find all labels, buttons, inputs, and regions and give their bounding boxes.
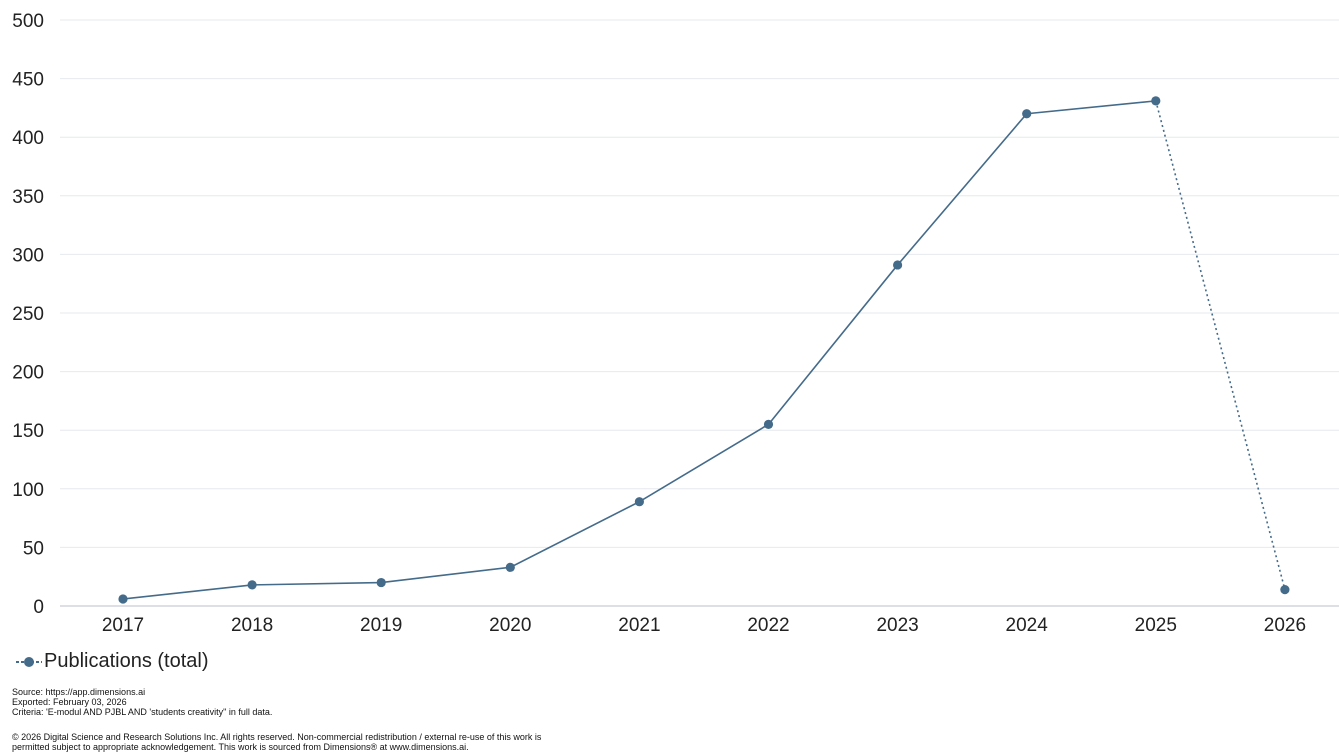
y-tick-label: 300: [12, 245, 44, 266]
x-tick-label: 2024: [1006, 615, 1049, 636]
data-point[interactable]: [1280, 584, 1290, 595]
y-tick-label: 50: [23, 538, 44, 559]
series-line-partial-year: [1155, 100, 1286, 590]
data-point[interactable]: [376, 577, 386, 588]
footer-copyright: © 2026 Digital Science and Research Solu…: [12, 732, 541, 752]
x-tick-label: 2023: [876, 615, 918, 636]
y-tick-label: 250: [12, 304, 44, 325]
y-tick-label: 150: [12, 421, 44, 442]
legend-marker-icon: [16, 654, 42, 670]
y-tick-label: 0: [33, 597, 44, 618]
footer-criteria: Criteria: 'E-modul AND PJBL AND 'student…: [12, 707, 273, 717]
footer-source: Source: https://app.dimensions.ai: [12, 687, 146, 697]
x-tick-label: 2019: [360, 615, 402, 636]
y-tick-label: 100: [12, 480, 44, 501]
series-line: [122, 100, 1156, 600]
footer-exported: Exported: February 03, 2026: [12, 697, 127, 707]
x-tick-label: 2017: [102, 615, 144, 636]
legend[interactable]: Publications (total): [16, 650, 209, 673]
y-tick-label: 400: [12, 128, 44, 149]
data-point[interactable]: [247, 580, 257, 590]
data-point[interactable]: [1022, 109, 1032, 119]
y-tick-label: 350: [12, 187, 44, 208]
x-tick-label: 2025: [1135, 615, 1177, 636]
line-chart: 0 50 100 150 200 250 300 350 400 450 500 2017 2018 20…: [12, 11, 1339, 636]
data-point[interactable]: [763, 419, 774, 429]
x-tick-label: 2018: [231, 615, 273, 636]
legend-label: Publications (total): [44, 650, 209, 672]
y-tick-label: 500: [12, 11, 44, 32]
x-tick-label: 2022: [747, 615, 789, 636]
data-point[interactable]: [634, 497, 645, 507]
x-tick-label: 2021: [618, 615, 660, 636]
footer-source-info: Source: https://app.dimensions.ai Export…: [12, 687, 272, 717]
axes: 0 50 100 150 200 250 300 350 400 450 500 2017 2018 20…: [12, 11, 1339, 636]
data-point[interactable]: [118, 594, 128, 604]
copyright-line-1: © 2026 Digital Science and Research Solu…: [12, 732, 542, 742]
data-point[interactable]: [1151, 96, 1161, 106]
y-tick-label: 450: [12, 70, 44, 91]
copyright-line-2: permitted subject to appropriate acknowl…: [12, 742, 469, 752]
x-tick-label: 2020: [489, 615, 531, 636]
y-tick-label: 200: [12, 363, 44, 384]
data-point[interactable]: [893, 260, 903, 270]
series-publications: [118, 96, 1290, 604]
data-point[interactable]: [505, 562, 515, 572]
gridlines: [60, 19, 1339, 548]
x-tick-label: 2026: [1264, 615, 1306, 636]
